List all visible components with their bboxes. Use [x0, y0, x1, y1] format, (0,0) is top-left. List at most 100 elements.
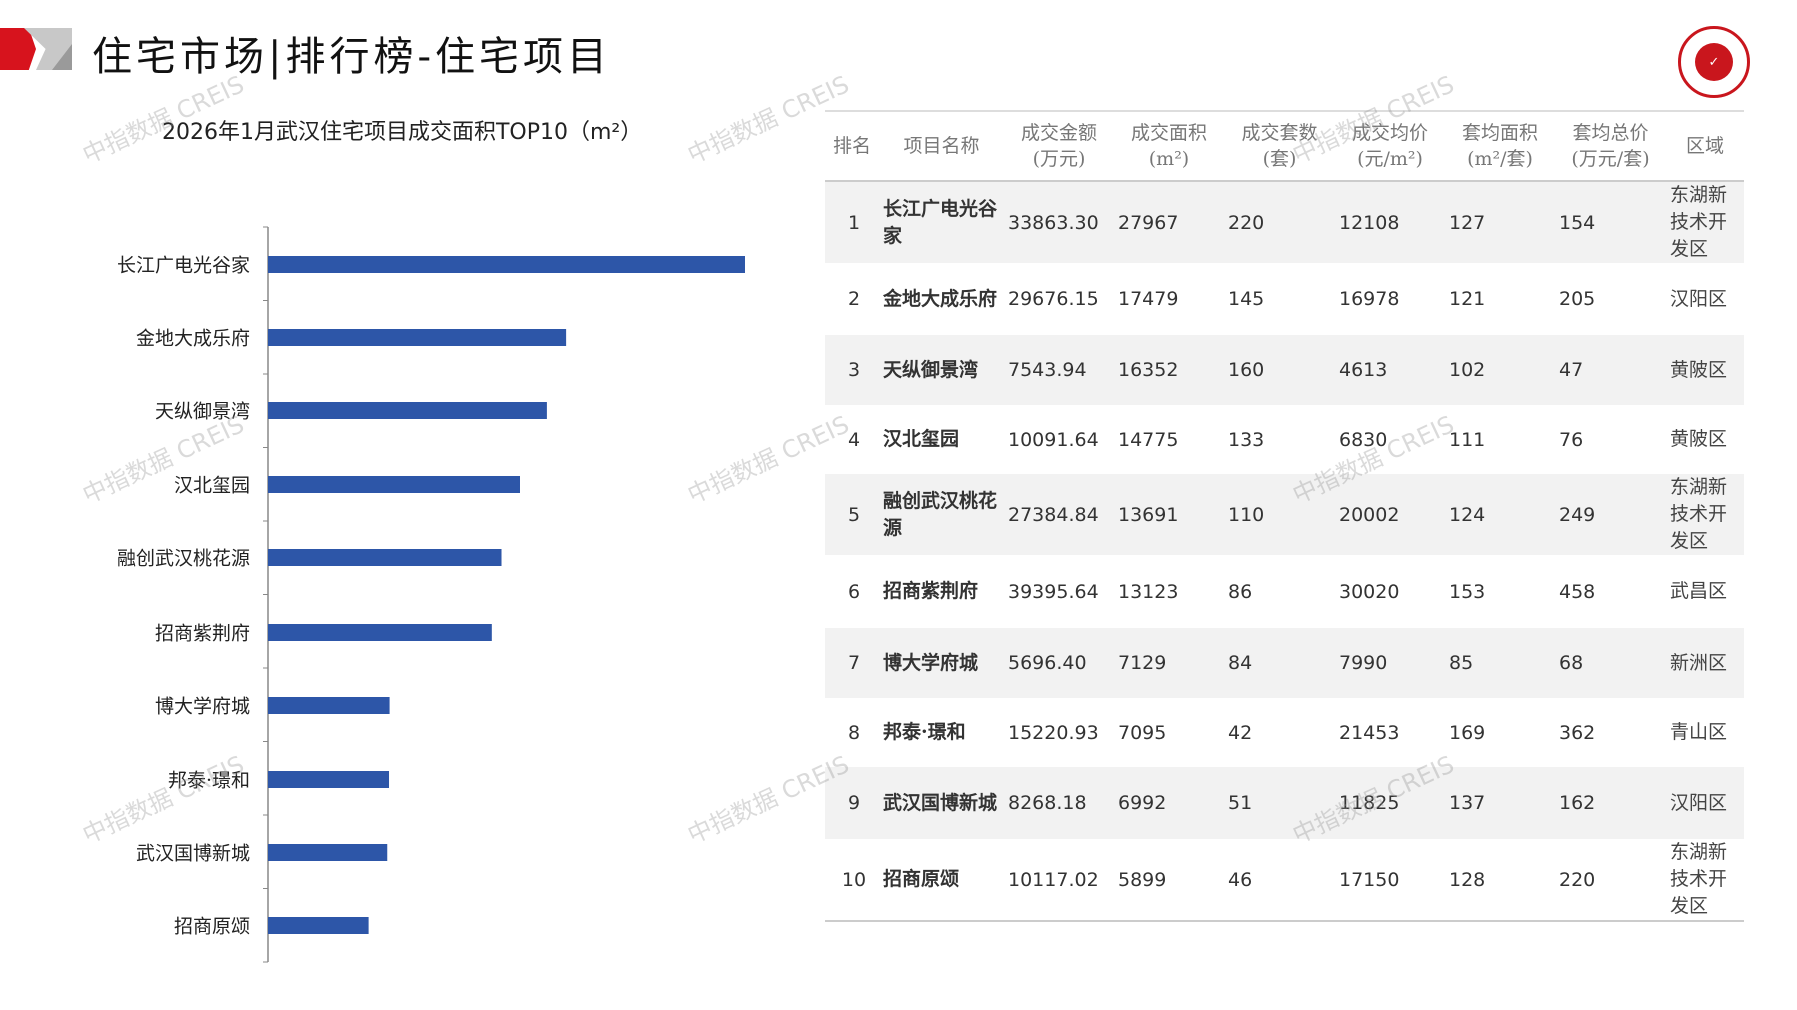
- avg-price-cell: 21453: [1339, 721, 1400, 744]
- region-cell: 青山区: [1670, 721, 1728, 743]
- rank-cell: 5: [825, 474, 879, 555]
- rank-cell: 7: [825, 628, 879, 698]
- column-header-text: (元/m²): [1357, 148, 1423, 170]
- avg-area-cell: 124: [1445, 474, 1555, 555]
- category-label: 博大学府城: [154, 695, 250, 718]
- page-title: 住宅市场|排行榜-住宅项目: [92, 34, 611, 80]
- region-cell: 汉阳区: [1666, 767, 1744, 839]
- avg-area-cell: 85: [1445, 628, 1555, 698]
- avg-area-cell: 137: [1445, 767, 1555, 839]
- bar: [268, 329, 567, 346]
- units-cell: 51: [1224, 767, 1335, 839]
- avg-area-cell: 169: [1449, 721, 1486, 744]
- amount-cell: 27384.84: [1004, 474, 1114, 555]
- column-header-text: 项目名称: [903, 135, 980, 157]
- column-header: 成交金额 (万元): [1004, 111, 1114, 182]
- category-label: 金地大成乐府: [135, 327, 250, 350]
- header-decoration: [0, 28, 36, 70]
- logo: ✓: [1678, 26, 1750, 98]
- area-cell: 14775: [1118, 428, 1179, 451]
- amount-cell: 33863.30: [1004, 181, 1114, 263]
- amount-cell: 5696.40: [1004, 628, 1114, 698]
- category-label: 长江广电光谷家: [116, 254, 250, 277]
- bar: [268, 697, 390, 714]
- units-cell: 42: [1228, 721, 1253, 744]
- region-cell: 新洲区: [1666, 628, 1744, 698]
- units-cell: 84: [1224, 628, 1335, 698]
- column-header-text: (套): [1262, 148, 1297, 170]
- table-row: 8 邦泰·璟和 15220.93 7095 42 21453 169 362 青山区: [825, 698, 1744, 767]
- area-cell: 13691: [1114, 474, 1224, 555]
- amount-cell: 29676.15: [1008, 288, 1099, 310]
- avg-total-cell: 458: [1559, 580, 1596, 603]
- project-name-cell: 邦泰·璟和: [883, 721, 966, 743]
- rank-cell: 2: [847, 288, 861, 310]
- column-header-text: 区域: [1685, 135, 1724, 157]
- project-name-cell: 博大学府城: [879, 628, 1004, 698]
- avg-price-cell: 11825: [1335, 767, 1445, 839]
- bar: [268, 624, 492, 641]
- table-row: 4 汉北玺园 10091.64 14775 133 6830 111 76 黄陂区: [825, 405, 1744, 474]
- table-row: 3 天纵御景湾 7543.94 16352 160 4613 102 47 黄陂区: [825, 335, 1744, 405]
- amount-cell: 7543.94: [1004, 335, 1114, 405]
- project-name-cell: 金地大成乐府: [883, 287, 998, 310]
- units-cell: 160: [1224, 335, 1335, 405]
- column-header-text: (万元): [1032, 148, 1086, 170]
- table-row: 2 金地大成乐府 29676.15 17479 145 16978 121 205 汉阳区: [825, 263, 1744, 335]
- bar: [268, 402, 547, 419]
- column-header-text: 成交均价: [1351, 122, 1428, 144]
- area-cell: 7129: [1114, 628, 1224, 698]
- category-label: 招商紫荆府: [154, 622, 250, 645]
- table-header-row: 排名 项目名称 成交金额 (万元) 成交面积 (m²) 成交套数 (套) 成交均价 (元/m²) 套…: [825, 111, 1744, 182]
- amount-cell: 8268.18: [1004, 767, 1114, 839]
- column-header: 排名: [825, 111, 879, 182]
- avg-area-cell: 128: [1449, 868, 1486, 891]
- column-header: 成交均价 (元/m²): [1335, 111, 1445, 182]
- project-name-cell: 天纵御景湾: [879, 335, 1004, 405]
- region-cell: 东湖新技术开发区: [1666, 474, 1744, 555]
- bar: [268, 476, 520, 493]
- table-row: 10 招商原颂 10117.02 5899 46 17150 128 220 东湖新技术开发区: [825, 839, 1744, 921]
- avg-price-cell: 20002: [1335, 474, 1445, 555]
- area-cell: 16352: [1114, 335, 1224, 405]
- amount-cell: 10091.64: [1008, 428, 1099, 451]
- region-cell: 东湖新技术开发区: [1666, 181, 1744, 263]
- avg-area-cell: 102: [1445, 335, 1555, 405]
- rank-cell: 10: [841, 868, 867, 891]
- table-row: 5 融创武汉桃花源 27384.84 13691 110 20002 124 249 东湖新技术…: [825, 474, 1744, 555]
- column-header-text: (万元/套): [1571, 148, 1650, 170]
- project-name-cell: 招商紫荆府: [883, 580, 979, 602]
- column-header: 成交套数 (套): [1224, 111, 1335, 182]
- avg-price-cell: 16978: [1339, 288, 1400, 310]
- area-cell: 5899: [1118, 868, 1167, 891]
- bar: [268, 771, 390, 788]
- category-label: 天纵御景湾: [154, 400, 250, 423]
- units-cell: 133: [1228, 428, 1265, 451]
- column-header: 成交面积 (m²): [1114, 111, 1224, 182]
- avg-total-cell: 362: [1559, 721, 1596, 744]
- avg-area-cell: 127: [1445, 181, 1555, 263]
- region-cell: 武昌区: [1670, 580, 1728, 602]
- ranking-table: 排名 项目名称 成交金额 (万元) 成交面积 (m²) 成交套数 (套) 成交均价 (元/m²) 套…: [825, 110, 1744, 922]
- category-label: 招商原颂: [173, 915, 250, 938]
- avg-total-cell: 162: [1555, 767, 1666, 839]
- column-header-text: 套均面积: [1461, 122, 1538, 144]
- column-header-text: (m²): [1148, 148, 1190, 170]
- rank-cell: 6: [847, 580, 861, 603]
- table-row: 6 招商紫荆府 39395.64 13123 86 30020 153 458 武昌区: [825, 555, 1744, 628]
- amount-cell: 10117.02: [1008, 868, 1099, 891]
- project-name-cell: 招商原颂: [883, 868, 960, 890]
- avg-area-cell: 111: [1449, 428, 1486, 451]
- region-cell: 汉阳区: [1670, 287, 1728, 310]
- project-name-cell: 长江广电光谷家: [879, 181, 1004, 263]
- rank-cell: 3: [825, 335, 879, 405]
- project-name-cell: 融创武汉桃花源: [879, 474, 1004, 555]
- region-cell: 黄陂区: [1666, 335, 1744, 405]
- avg-total-cell: 76: [1559, 428, 1584, 451]
- rank-cell: 1: [825, 181, 879, 263]
- amount-cell: 39395.64: [1008, 580, 1099, 603]
- avg-total-cell: 68: [1555, 628, 1666, 698]
- avg-price-cell: 7990: [1335, 628, 1445, 698]
- table-row: 9 武汉国博新城 8268.18 6992 51 11825 137 162 汉阳区: [825, 767, 1744, 839]
- region-cell: 黄陂区: [1670, 428, 1728, 450]
